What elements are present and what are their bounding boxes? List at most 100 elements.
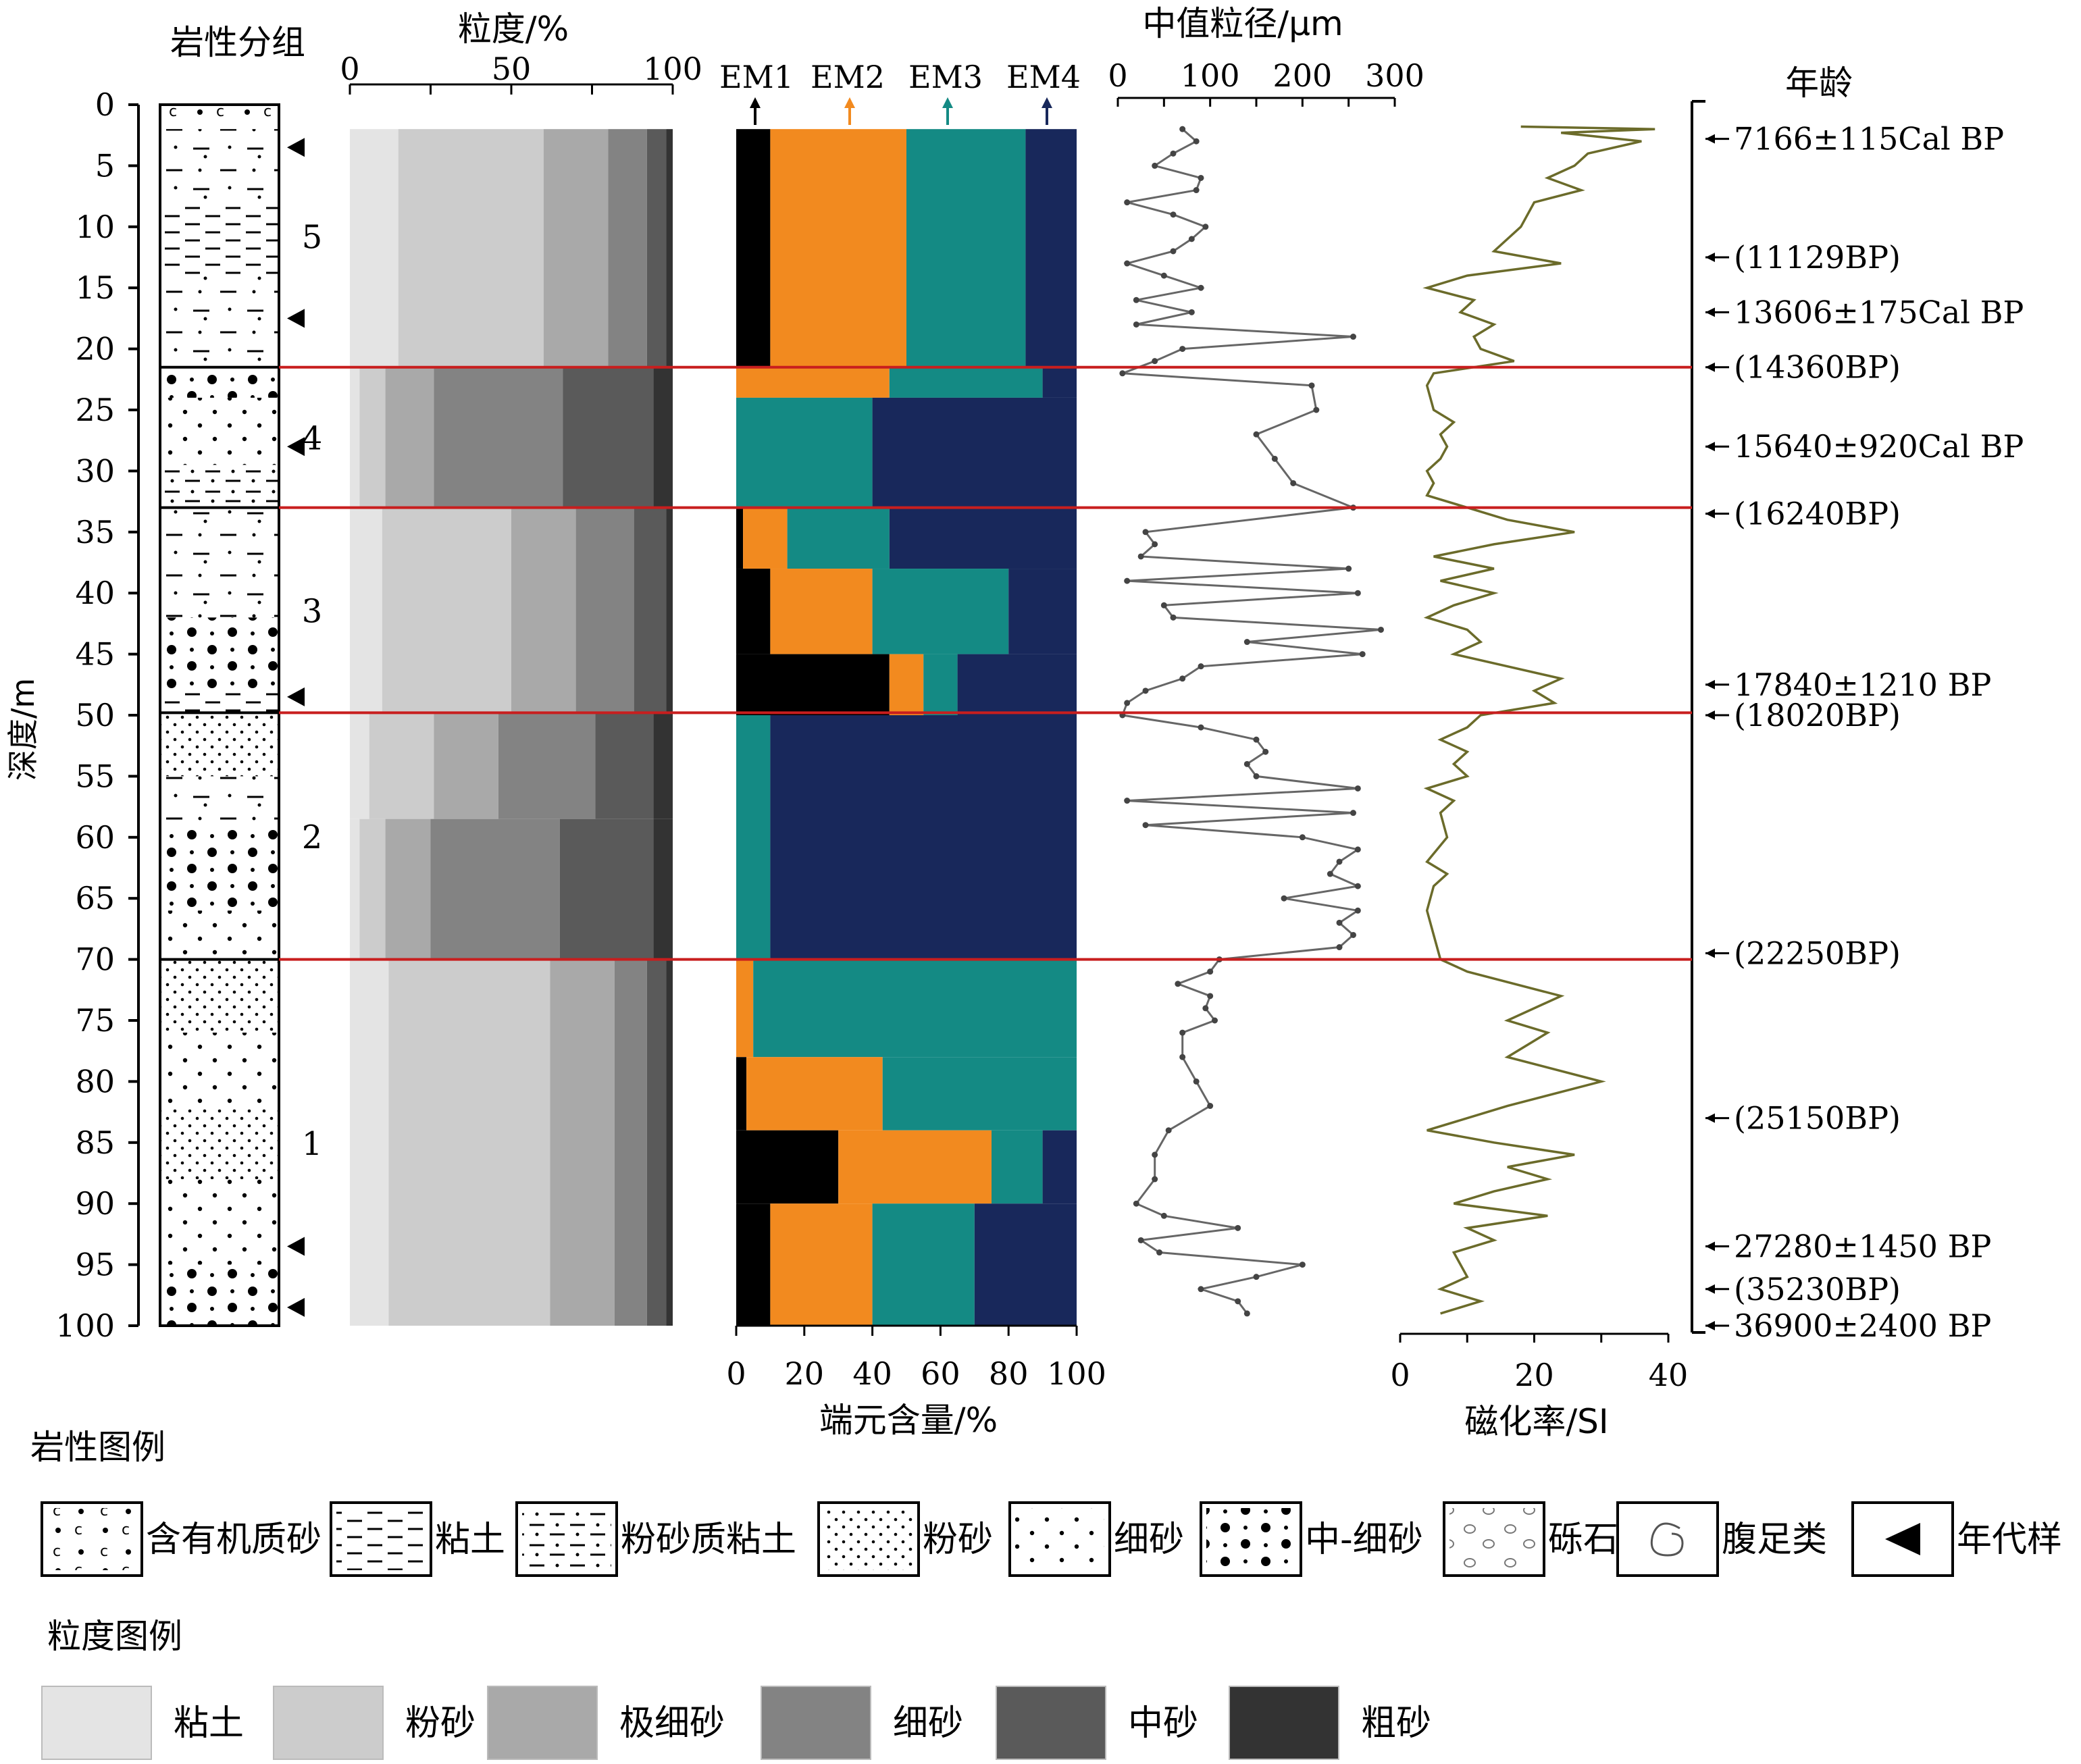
lithology-legend: 含有机质砂 粘土 粉砂质粘土 粉砂 细砂 中-细砂 砾石 腹足类 年代样 (41, 1501, 2062, 1577)
end-member-label-EM4: EM4 (1006, 59, 1081, 95)
end-member-band-EM2 (743, 507, 788, 569)
age-arrowhead (1705, 710, 1715, 720)
age-arrowhead (1705, 1241, 1715, 1251)
median-point (1193, 138, 1200, 145)
median-point (1313, 407, 1320, 413)
median-point (1202, 1005, 1209, 1012)
median-point (1152, 541, 1158, 548)
median-point (1170, 150, 1177, 157)
median-point (1160, 602, 1167, 608)
median-grain-size-panel: 0 100 200 300 (1108, 57, 1424, 1317)
median-point (1124, 798, 1131, 804)
lithology-legend-pattern (824, 1508, 913, 1570)
median-point (1378, 626, 1384, 633)
grain-size-title: 粒度/% (458, 9, 569, 49)
age-label: 36900±2400 BP (1734, 1307, 1991, 1344)
depth-tick-label: 60 (75, 819, 115, 856)
unit-boundaries (279, 365, 1692, 961)
grain-tick-label: 100 (643, 51, 702, 87)
grain-band-4 (646, 959, 667, 1326)
mag-tick-label: 20 (1514, 1357, 1554, 1393)
grain-legend-swatch (487, 1686, 598, 1760)
median-point (1271, 455, 1278, 462)
grain-size-legend: 粘土 粉砂 极细砂 细砂 中砂 粗砂 (41, 1686, 1431, 1760)
age-label: 7166±115Cal BP (1734, 121, 2004, 157)
grain-size-panel: 0 50 100 (340, 51, 702, 1326)
grain-band-3 (575, 507, 634, 713)
median-point (1299, 1262, 1306, 1268)
lithology-band (160, 617, 279, 691)
grain-band-1 (359, 819, 386, 960)
end-member-band-EM2 (889, 654, 924, 715)
grain-band-1 (388, 959, 550, 1326)
end-member-band-EM4 (974, 1203, 1077, 1326)
median-point (1193, 187, 1200, 194)
depth-tick-label: 85 (75, 1124, 115, 1161)
end-member-band-EM2 (838, 1130, 992, 1204)
grain-band-5 (653, 712, 673, 819)
age-label: (18020BP) (1734, 697, 1901, 733)
median-point (1202, 224, 1209, 230)
lithology-legend-label: 粉砂 (923, 1520, 993, 1560)
median-point (1350, 931, 1356, 938)
median-point (1207, 993, 1214, 1000)
age-label: 13606±175Cal BP (1734, 294, 2024, 330)
median-point (1142, 529, 1149, 536)
end-member-band-EM1 (736, 129, 771, 367)
median-point (1262, 748, 1269, 755)
lithology-unit-label: 2 (302, 819, 323, 856)
depth-tick-label: 55 (75, 758, 115, 794)
grain-band-4 (634, 507, 667, 713)
median-point (1170, 614, 1177, 621)
median-point (1179, 1054, 1186, 1060)
lithology-band (160, 1264, 279, 1326)
depth-tick-label: 25 (75, 392, 115, 428)
grain-band-0 (350, 819, 360, 960)
age-label: (25150BP) (1734, 1100, 1901, 1137)
end-member-band-EM4 (1008, 569, 1077, 654)
grain-legend-swatch (1229, 1686, 1339, 1760)
end-member-band-EM3 (906, 129, 1026, 367)
depth-tick-label: 45 (75, 636, 115, 673)
depth-tick-label: 0 (95, 86, 115, 123)
end-member-label-EM3: EM3 (908, 59, 983, 95)
median-point (1152, 1151, 1158, 1158)
grain-band-4 (595, 712, 654, 819)
lithology-legend-label: 年代样 (1957, 1520, 2062, 1560)
end-member-band-EM2 (770, 569, 873, 654)
grain-legend-label: 粘土 (174, 1703, 244, 1744)
grain-legend-label: 粗砂 (1361, 1703, 1431, 1744)
lithology-band (160, 276, 279, 367)
end-member-band-EM2 (736, 959, 754, 1058)
lithology-band (160, 1033, 279, 1106)
lithology-legend-title: 岩性图例 (30, 1428, 165, 1467)
median-point (1345, 565, 1352, 572)
grain-tick-label: 0 (340, 51, 359, 87)
grain-band-2 (543, 129, 609, 367)
end-member-label-EM1: EM1 (719, 59, 794, 95)
lithology-band (160, 1179, 279, 1265)
depth-tick-label: 80 (75, 1063, 115, 1099)
age-sample-marker (287, 309, 305, 328)
median-point (1207, 1103, 1214, 1110)
median-point (1165, 1127, 1172, 1134)
mag-tick-label: 0 (1390, 1357, 1410, 1393)
end-member-band-EM4 (957, 654, 1077, 715)
end-member-band-EM3 (736, 715, 771, 960)
grain-band-1 (382, 507, 511, 713)
lithology-legend-swatch (1616, 1501, 1719, 1577)
end-member-band-EM2 (736, 367, 890, 398)
median-point (1198, 1286, 1204, 1293)
grain-band-3 (608, 129, 647, 367)
lithology-legend-pattern (1015, 1508, 1104, 1570)
age-arrowhead (1705, 509, 1715, 519)
magnetic-susceptibility-panel: 0 20 40 (1390, 125, 1688, 1393)
lithology-column: 5 4 3 2 1 (159, 103, 323, 1327)
median-tick-label: 300 (1365, 57, 1424, 94)
grain-band-5 (666, 959, 673, 1326)
lithology-title: 岩性分组 (170, 23, 305, 62)
median-point (1308, 382, 1315, 389)
median-point (1119, 370, 1126, 377)
median-point (1152, 1176, 1158, 1183)
depth-tick-label: 5 (95, 147, 115, 184)
